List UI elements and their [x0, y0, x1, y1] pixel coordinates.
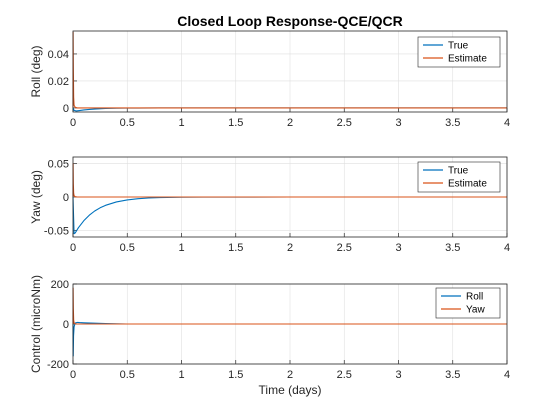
x-tick-label: 4 [504, 242, 510, 254]
legend-box [435, 287, 501, 319]
y-tick-label: 0.04 [48, 49, 69, 61]
x-tick-label: 4 [504, 117, 510, 129]
x-tick-label: 4 [504, 369, 510, 381]
y-tick-label: 0 [63, 192, 69, 204]
x-tick-label: 0 [70, 242, 76, 254]
legend-box [417, 36, 501, 68]
axes-box [72, 283, 508, 365]
x-tick-label: 1.5 [228, 117, 243, 129]
x-tick-label: 0.5 [120, 242, 135, 254]
x-tick-label: 0 [70, 369, 76, 381]
y-axis-label: Roll (deg) [29, 45, 43, 97]
x-tick-label: 1.5 [228, 369, 243, 381]
x-tick-label: 1 [178, 242, 184, 254]
x-tick-label: 2.5 [337, 242, 352, 254]
x-tick-label: 3 [395, 369, 401, 381]
x-tick-label: 2.5 [337, 117, 352, 129]
x-tick-label: 3.5 [445, 117, 460, 129]
axes-box [72, 156, 508, 238]
legend: True Estimate [417, 161, 501, 193]
x-tick-label: 0.5 [120, 117, 135, 129]
y-tick-label: -200 [47, 359, 69, 371]
legend-entry: Yaw [466, 305, 485, 316]
y-axis-label: Yaw (deg) [29, 170, 43, 224]
legend: Roll Yaw [435, 287, 501, 319]
x-tick-label: 2 [287, 369, 293, 381]
subplot-1: 0 0.5 1 1.5 2 2.5 3 3.5 4 0 0.02 0.04 Closed Loop Re… [29, 13, 510, 129]
legend: True Estimate [417, 36, 501, 68]
x-axis-label: Time (days) [259, 383, 322, 397]
legend-entry: True [448, 166, 469, 177]
y-tick-label: 0.02 [48, 76, 69, 88]
x-tick-label: 1 [178, 117, 184, 129]
y-tick-label: 0.05 [48, 159, 69, 171]
x-tick-label: 2 [287, 242, 293, 254]
legend-box [417, 161, 501, 193]
x-tick-label: 1 [178, 369, 184, 381]
y-tick-label: 0 [63, 319, 69, 331]
y-tick-label: 200 [51, 279, 69, 291]
x-tick-label: 0 [70, 117, 76, 129]
axes-box [72, 30, 508, 113]
legend-entry: Estimate [448, 179, 487, 190]
x-tick-label: 2.5 [337, 369, 352, 381]
y-tick-label: 0 [63, 103, 69, 115]
x-tick-label: 3.5 [445, 242, 460, 254]
legend-entry: Roll [466, 292, 483, 303]
legend-entry: True [448, 41, 469, 52]
x-tick-label: 1.5 [228, 242, 243, 254]
y-axis-label: Control (microNm) [29, 275, 43, 373]
x-tick-label: 2 [287, 117, 293, 129]
chart-title: Closed Loop Response-QCE/QCR [177, 13, 403, 29]
legend-entry: Estimate [448, 54, 487, 65]
x-tick-label: 3.5 [445, 369, 460, 381]
y-tick-label: -0.05 [44, 225, 69, 237]
x-tick-label: 0.5 [120, 369, 135, 381]
x-tick-label: 3 [395, 242, 401, 254]
x-tick-label: 3 [395, 117, 401, 129]
